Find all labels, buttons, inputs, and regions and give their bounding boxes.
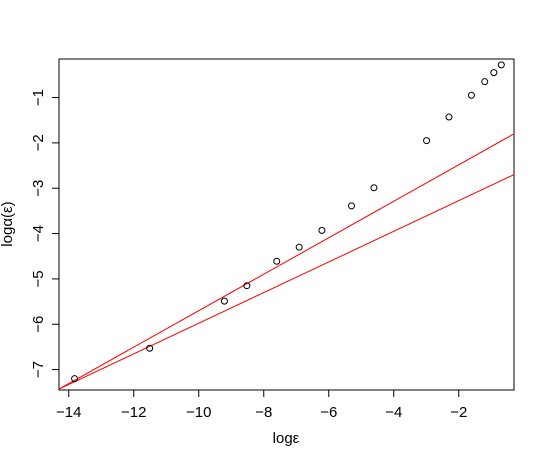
x-axis-label: logε: [273, 430, 300, 447]
y-tick-label: −1: [30, 89, 47, 106]
fit-lines: [58, 133, 515, 390]
data-point: [273, 257, 281, 265]
x-tick-label: −6: [320, 404, 337, 421]
x-tick-label: −14: [56, 404, 81, 421]
data-point: [445, 113, 453, 121]
data-point: [71, 375, 79, 383]
x-tick-label: −4: [385, 404, 402, 421]
fit-line: [58, 133, 515, 390]
y-tick-label: −5: [30, 270, 47, 287]
x-tick-label: −10: [186, 404, 211, 421]
data-point: [243, 282, 251, 290]
y-tick-label: −7: [30, 361, 47, 378]
data-point: [497, 61, 505, 69]
data-point: [348, 202, 355, 210]
y-tick-label: −3: [30, 180, 47, 197]
data-point: [423, 137, 431, 145]
y-axis: −7 −6 −5 −4 −3 −2 −1: [30, 89, 60, 378]
y-axis-label: logα(ε): [0, 201, 16, 246]
data-point: [295, 243, 303, 251]
data-point: [481, 78, 489, 86]
x-tick-label: −8: [255, 404, 272, 421]
data-points: [71, 61, 505, 383]
data-point: [220, 297, 228, 305]
data-point: [318, 226, 326, 234]
x-axis: −14 −12 −10 −8 −6 −4 −2: [56, 389, 467, 421]
x-tick-label: −2: [450, 404, 467, 421]
y-tick-label: −4: [30, 225, 47, 242]
data-point: [146, 344, 154, 352]
fit-line: [58, 174, 515, 390]
y-tick-label: −6: [30, 316, 47, 333]
data-point: [490, 69, 498, 77]
x-tick-label: −12: [121, 404, 146, 421]
plot-frame: [58, 58, 515, 391]
y-tick-label: −2: [30, 134, 47, 151]
data-point: [467, 91, 475, 99]
data-point: [370, 184, 378, 192]
